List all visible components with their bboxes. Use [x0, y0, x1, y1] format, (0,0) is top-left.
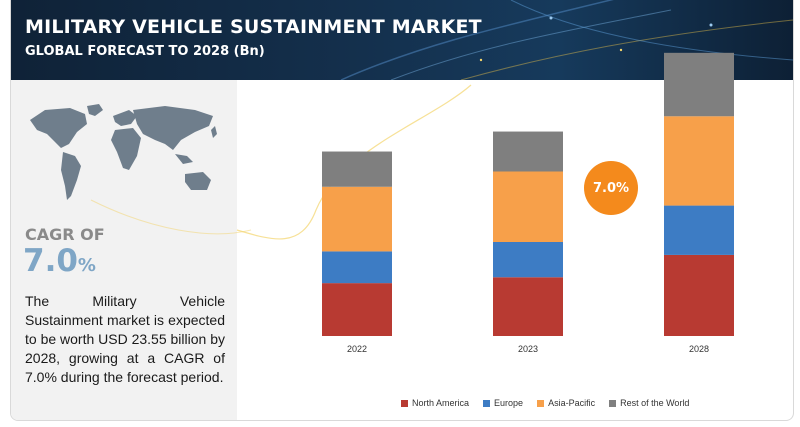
decorative-curve [90, 199, 252, 235]
bar-segment-europe-2023 [493, 242, 563, 278]
bar-segment-north-america-2022 [322, 283, 392, 336]
x-tick-label: 2022 [347, 344, 367, 354]
bar-segment-rest-of-the-world-2022 [322, 151, 392, 187]
bar-segment-rest-of-the-world-2028 [664, 52, 734, 117]
legend-item: Europe [483, 398, 523, 408]
stacked-bar-chart: 2022 2023 2028 [90, 52, 734, 354]
legend-swatch [537, 399, 545, 407]
chart-legend: North America Europe Asia-Pacific Rest of t… [401, 398, 689, 408]
legend-item: Rest of the World [609, 398, 689, 408]
legend-label: Asia-Pacific [548, 398, 596, 408]
bar-segment-asia-pacific-2028 [664, 116, 734, 206]
cagr-number: 7.0 [23, 243, 78, 279]
bar-segment-asia-pacific-2022 [322, 186, 392, 252]
bar-segment-asia-pacific-2023 [493, 171, 563, 242]
bar-segment-north-america-2028 [664, 254, 734, 336]
legend-swatch [483, 399, 491, 407]
legend-label: Rest of the World [620, 398, 690, 408]
legend-item: Asia-Pacific [537, 398, 595, 408]
cagr-unit: % [77, 255, 96, 276]
world-map-icon [30, 104, 217, 200]
decorative-curve [236, 84, 472, 240]
market-description: The Military Vehicle Sustainment market … [25, 293, 225, 385]
infographic-frame: MILITARY VEHICLE SUSTAINMENT MARKET GLOB… [10, 0, 794, 421]
legend-swatch [401, 399, 408, 407]
bar-segment-north-america-2023 [493, 277, 563, 336]
cagr-label: CAGR OF [25, 225, 105, 244]
x-tick-label: 2028 [689, 344, 709, 354]
legend-label: North America [412, 398, 470, 408]
legend-item: North America [401, 398, 469, 408]
header-banner: MILITARY VEHICLE SUSTAINMENT MARKET GLOB… [11, 0, 793, 80]
cagr-value: 7.0% [23, 243, 96, 279]
legend-label: Europe [494, 398, 524, 408]
page-title: MILITARY VEHICLE SUSTAINMENT MARKET [25, 16, 482, 38]
bar-segment-europe-2028 [664, 205, 734, 255]
page-subtitle: GLOBAL FORECAST TO 2028 (Bn) [25, 44, 265, 59]
legend-swatch [609, 399, 617, 407]
bar-segment-europe-2022 [322, 251, 392, 284]
bar-segment-rest-of-the-world-2023 [493, 131, 563, 172]
x-tick-label: 2023 [518, 344, 538, 354]
light-streaks-decoration [340, 0, 793, 80]
cagr-callout-bubble: 7.0% [584, 161, 638, 215]
